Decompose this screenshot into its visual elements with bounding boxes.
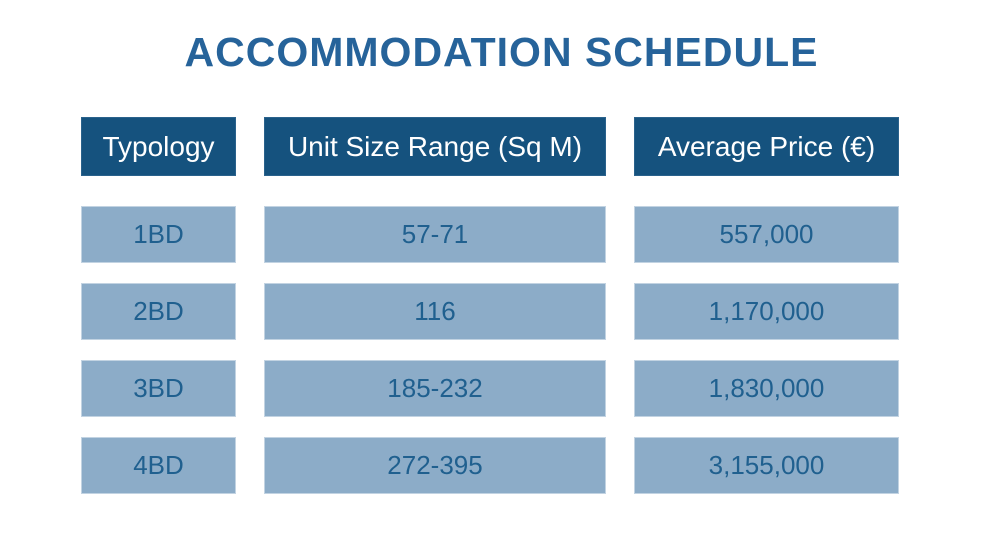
table-row: 3BD 185-232 1,830,000 [81,360,899,417]
accommodation-table: Typology Unit Size Range (Sq M) Average … [81,117,899,514]
price-cell: 557,000 [634,206,899,263]
price-cell: 1,170,000 [634,283,899,340]
unit-size-cell: 185-232 [264,360,606,417]
typology-cell: 1BD [81,206,236,263]
header-average-price: Average Price (€) [634,117,899,176]
typology-cell: 2BD [81,283,236,340]
header-typology: Typology [81,117,236,176]
price-cell: 1,830,000 [634,360,899,417]
unit-size-cell: 57-71 [264,206,606,263]
table-row: 1BD 57-71 557,000 [81,206,899,263]
typology-cell: 3BD [81,360,236,417]
table-row: 2BD 116 1,170,000 [81,283,899,340]
table-row: 4BD 272-395 3,155,000 [81,437,899,494]
header-unit-size-range: Unit Size Range (Sq M) [264,117,606,176]
unit-size-cell: 116 [264,283,606,340]
unit-size-cell: 272-395 [264,437,606,494]
typology-cell: 4BD [81,437,236,494]
page-title: ACCOMMODATION SCHEDULE [184,29,819,75]
price-cell: 3,155,000 [634,437,899,494]
table-header-row: Typology Unit Size Range (Sq M) Average … [81,117,899,176]
